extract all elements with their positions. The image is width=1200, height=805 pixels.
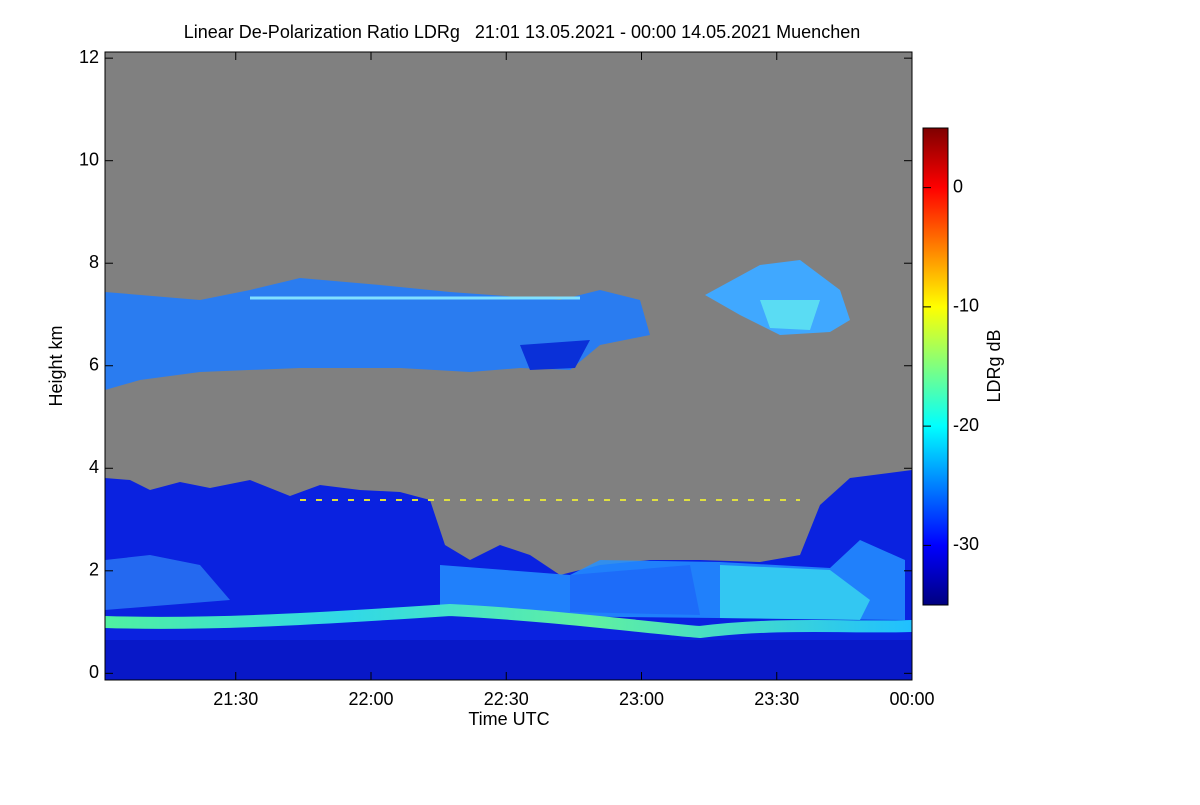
colorbar-tick-label: -30 xyxy=(953,534,979,554)
y-tick-label: 8 xyxy=(89,252,99,272)
y-tick-label: 2 xyxy=(89,560,99,580)
ldr-field xyxy=(105,52,912,680)
colorbar xyxy=(922,127,949,606)
y-axis-label: Height km xyxy=(46,325,66,406)
colorbar-tick-label: 0 xyxy=(953,176,963,196)
x-tick-label: 22:00 xyxy=(348,689,393,709)
y-tick-label: 10 xyxy=(79,149,99,169)
cirrus-layer xyxy=(105,278,650,390)
y-tick-label: 12 xyxy=(79,47,99,67)
boundary-layer-band xyxy=(105,603,912,639)
cirrus-patch xyxy=(520,340,590,370)
chart-title: Linear De-Polarization Ratio LDRg 21:01 … xyxy=(184,22,860,42)
colorbar-tick-label: -10 xyxy=(953,296,979,316)
colorbar-label: LDRg dB xyxy=(984,329,1004,402)
cirrus-patch xyxy=(760,300,820,330)
x-tick-label: 21:30 xyxy=(213,689,258,709)
aerosol-patch xyxy=(720,565,870,620)
x-tick-label: 22:30 xyxy=(484,689,529,709)
colorbar-tick-label: -20 xyxy=(953,415,979,435)
y-tick-label: 0 xyxy=(89,662,99,682)
x-axis-label: Time UTC xyxy=(468,709,549,729)
y-tick-label: 4 xyxy=(89,457,99,477)
near-ground xyxy=(105,640,912,680)
aerosol-patch xyxy=(570,565,700,615)
x-tick-label: 23:30 xyxy=(754,689,799,709)
aerosol-patch xyxy=(105,555,230,610)
x-tick-label: 00:00 xyxy=(889,689,934,709)
x-tick-label: 23:00 xyxy=(619,689,664,709)
y-tick-label: 6 xyxy=(89,354,99,374)
